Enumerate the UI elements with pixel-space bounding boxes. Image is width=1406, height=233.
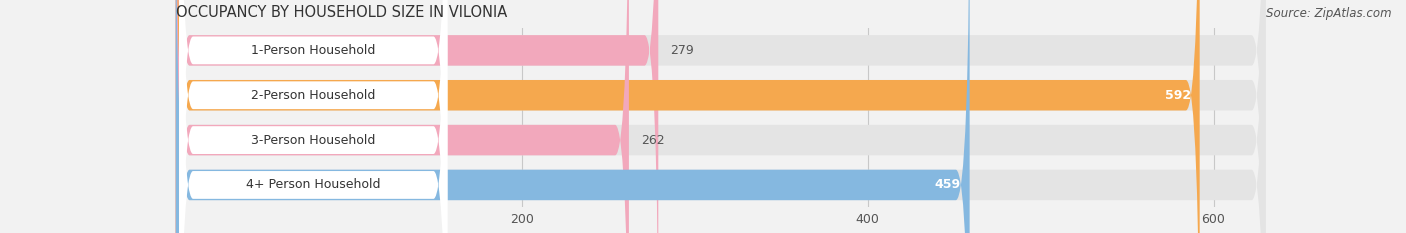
- Text: 3-Person Household: 3-Person Household: [252, 134, 375, 147]
- Text: 262: 262: [641, 134, 665, 147]
- Text: 592: 592: [1166, 89, 1191, 102]
- Text: 459: 459: [935, 178, 960, 192]
- FancyBboxPatch shape: [176, 0, 1265, 233]
- FancyBboxPatch shape: [179, 0, 447, 233]
- FancyBboxPatch shape: [176, 0, 1265, 233]
- Text: 2-Person Household: 2-Person Household: [252, 89, 375, 102]
- FancyBboxPatch shape: [179, 0, 447, 233]
- FancyBboxPatch shape: [176, 0, 658, 233]
- FancyBboxPatch shape: [179, 0, 447, 233]
- FancyBboxPatch shape: [176, 0, 1265, 233]
- FancyBboxPatch shape: [176, 0, 1265, 233]
- Text: 279: 279: [671, 44, 695, 57]
- FancyBboxPatch shape: [179, 0, 447, 233]
- Text: OCCUPANCY BY HOUSEHOLD SIZE IN VILONIA: OCCUPANCY BY HOUSEHOLD SIZE IN VILONIA: [176, 5, 508, 20]
- Text: 1-Person Household: 1-Person Household: [252, 44, 375, 57]
- FancyBboxPatch shape: [176, 0, 1199, 233]
- FancyBboxPatch shape: [176, 0, 970, 233]
- Text: Source: ZipAtlas.com: Source: ZipAtlas.com: [1267, 7, 1392, 20]
- FancyBboxPatch shape: [176, 0, 628, 233]
- Text: 4+ Person Household: 4+ Person Household: [246, 178, 381, 192]
